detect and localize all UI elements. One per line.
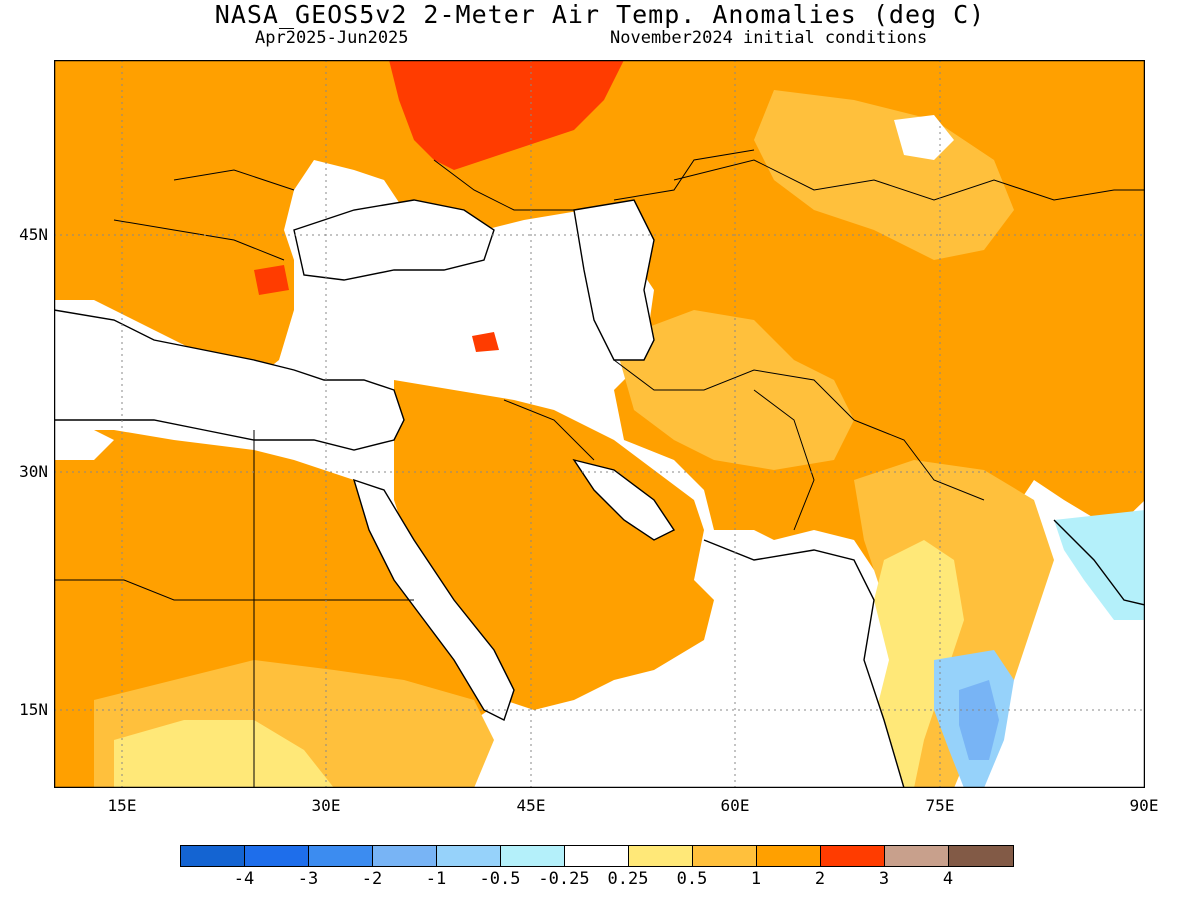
- colorbar-tick-label: 2: [814, 869, 826, 889]
- colorbar-swatch: [245, 846, 309, 866]
- anomaly-region-cool-a: [1054, 510, 1145, 620]
- lon-label-60e: 60E: [720, 796, 750, 815]
- anomaly-spot-3c-a: [254, 265, 289, 295]
- colorbar-swatch: [885, 846, 949, 866]
- initial-conditions: November2024 initial conditions: [610, 28, 928, 48]
- colorbar-tick-label: 1: [750, 869, 762, 889]
- colorbar-tick-label: -0.5: [479, 869, 521, 889]
- neutral-patch-central-asia: [894, 115, 954, 160]
- anomaly-map: [54, 60, 1145, 788]
- forecast-period: Apr2025-Jun2025: [255, 28, 409, 48]
- lon-label-90e: 90E: [1129, 796, 1159, 815]
- colorbar-tick-label: -0.25: [538, 869, 590, 889]
- colorbar-swatch: [693, 846, 757, 866]
- anomaly-region-cool-c: [959, 680, 999, 760]
- lat-label-30n: 30N: [19, 462, 48, 481]
- lat-label-45n: 45N: [19, 225, 48, 244]
- colorbar-tick-label: 0.25: [607, 869, 649, 889]
- anomaly-region-3c: [389, 60, 624, 170]
- colorbar-tick-label: -3: [297, 869, 319, 889]
- map-title: NASA_GEOS5v2 2-Meter Air Temp. Anomalies…: [214, 0, 986, 29]
- colorbar-legend: [180, 845, 1014, 867]
- lon-label-30e: 30E: [311, 796, 341, 815]
- colorbar-swatch: [629, 846, 693, 866]
- lon-label-45e: 45E: [516, 796, 546, 815]
- colorbar-tick-label: 4: [942, 869, 954, 889]
- anomaly-region-05c-b: [114, 720, 334, 788]
- graticule: [54, 60, 1145, 788]
- country-borders: [54, 149, 1145, 788]
- colorbar-swatch: [181, 846, 245, 866]
- colorbar-tick-label: -2: [361, 869, 383, 889]
- colorbar-swatch: [821, 846, 885, 866]
- coastlines: [54, 199, 1145, 788]
- lon-label-15e: 15E: [107, 796, 137, 815]
- colorbar-swatch: [949, 846, 1013, 866]
- lat-label-15n: 15N: [19, 700, 48, 719]
- colorbar-swatch: [309, 846, 373, 866]
- colorbar-tick-label: 3: [878, 869, 890, 889]
- colorbar-swatch: [437, 846, 501, 866]
- map-frame: [54, 60, 1145, 788]
- arabian-sea: [484, 540, 904, 788]
- colorbar-swatch: [757, 846, 821, 866]
- persian-gulf: [574, 460, 674, 540]
- anomaly-region-05c: [874, 540, 964, 788]
- colorbar-tick-label: -1: [425, 869, 447, 889]
- colorbar-swatch: [373, 846, 437, 866]
- red-sea: [354, 480, 514, 720]
- colorbar-tick-label: -4: [233, 869, 255, 889]
- lon-label-75e: 75E: [925, 796, 955, 815]
- colorbar-tick-label: 0.5: [676, 869, 708, 889]
- anomaly-region-1c-b: [754, 90, 1014, 260]
- anomaly-spot-3c-b: [472, 332, 499, 352]
- colorbar-swatch: [501, 846, 565, 866]
- black-sea: [294, 200, 494, 280]
- colorbar-swatch: [565, 846, 629, 866]
- neutral-patch-north-africa: [54, 430, 114, 460]
- anomaly-region-1c-a: [614, 310, 854, 470]
- mediterranean-sea: [54, 310, 404, 450]
